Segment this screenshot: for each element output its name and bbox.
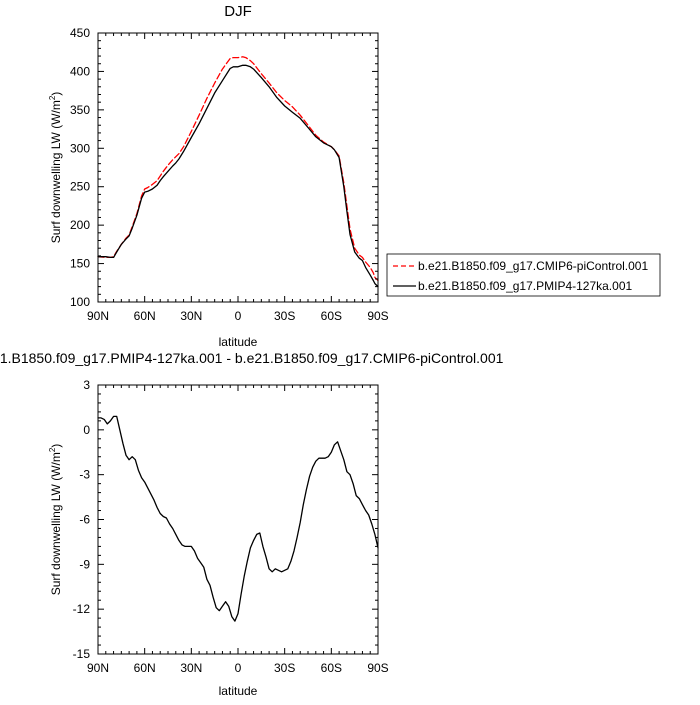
legend-box xyxy=(386,253,661,297)
bottom-x-tick-label: 90S xyxy=(367,661,388,675)
top-y-tick-label: 100 xyxy=(70,295,90,309)
top-title: DJF xyxy=(224,3,252,20)
top-panel: DJF 90N 60N 30N 0 30S 60S 90S 100 150 200 250 300 35… xyxy=(48,3,661,349)
bottom-x-tick-label: 90N xyxy=(87,661,109,675)
bottom-x-tick-label: 30S xyxy=(274,661,295,675)
top-series-line-1 xyxy=(97,64,379,288)
top-y-tick-label: 300 xyxy=(70,141,90,155)
bottom-title: b.e21.B1850.f09_g17.PMIP4-127ka.001 - b.… xyxy=(0,350,504,366)
top-series-line-0 xyxy=(97,56,379,282)
top-y-tick-label: 400 xyxy=(70,64,90,78)
bottom-x-tick-label: 30N xyxy=(180,661,202,675)
bottom-y-tick-label: -15 xyxy=(73,647,91,661)
top-x-tick-label: 90S xyxy=(367,309,388,323)
top-y-axis-label: Surf downwelling LW (W/m2) xyxy=(48,92,63,244)
top-x-tick-label: 30S xyxy=(274,309,295,323)
top-x-tick-label: 60N xyxy=(134,309,156,323)
top-x-tick-label: 0 xyxy=(235,309,242,323)
top-ticks: 90N 60N 30N 0 30S 60S 90S 100 150 200 250 300 350 400… xyxy=(70,26,389,323)
top-y-axis-label-main: Surf downwelling LW (W/m xyxy=(49,100,63,243)
bottom-series-line-0 xyxy=(97,415,379,622)
bottom-x-axis-label: latitude xyxy=(219,684,258,698)
legend: b.e21.B1850.f09_g17.CMIP6-piControl.001 … xyxy=(386,253,661,297)
bottom-y-tick-label: -9 xyxy=(79,557,90,571)
top-y-tick-label: 250 xyxy=(70,180,90,194)
top-y-tick-label: 350 xyxy=(70,103,90,117)
top-y-axis-label-tail: ) xyxy=(49,92,63,96)
legend-label-picontrol: b.e21.B1850.f09_g17.CMIP6-piControl.001 xyxy=(418,259,648,273)
top-x-axis-label: latitude xyxy=(219,335,258,349)
bottom-ticks: 90N 60N 30N 0 30S 60S 90S 3 0 -3 -6 -9 -12 -15 xyxy=(73,378,389,675)
bottom-y-tick-label: 3 xyxy=(83,378,90,392)
bottom-y-tick-label: 0 xyxy=(83,423,90,437)
top-series-layer xyxy=(97,56,379,288)
top-y-tick-label: 150 xyxy=(70,257,90,271)
legend-entry-127ka: b.e21.B1850.f09_g17.PMIP4-127ka.001 xyxy=(393,279,632,293)
bottom-panel: b.e21.B1850.f09_g17.PMIP4-127ka.001 - b.… xyxy=(0,350,504,698)
top-x-tick-label: 90N xyxy=(87,309,109,323)
top-x-tick-label: 30N xyxy=(180,309,202,323)
bottom-x-tick-label: 0 xyxy=(235,661,242,675)
bottom-y-tick-label: -3 xyxy=(79,468,90,482)
bottom-y-axis-label-main: Surf downwelling LW (W/m xyxy=(49,452,63,595)
top-y-axis-label-superscript: 2 xyxy=(48,95,57,100)
bottom-y-axis-label-superscript: 2 xyxy=(48,447,57,452)
top-plot-frame xyxy=(97,32,379,303)
bottom-y-axis-label-tail: ) xyxy=(49,444,63,448)
bottom-x-tick-label: 60N xyxy=(134,661,156,675)
bottom-y-tick-label: -12 xyxy=(73,602,91,616)
bottom-series-layer xyxy=(97,415,379,622)
legend-label-127ka: b.e21.B1850.f09_g17.PMIP4-127ka.001 xyxy=(418,279,632,293)
top-y-tick-label: 200 xyxy=(70,218,90,232)
top-y-tick-label: 450 xyxy=(70,26,90,40)
bottom-y-tick-label: -6 xyxy=(79,513,90,527)
top-x-tick-label: 60S xyxy=(321,309,342,323)
bottom-y-axis-label: Surf downwelling LW (W/m2) xyxy=(48,444,63,596)
bottom-x-tick-label: 60S xyxy=(321,661,342,675)
legend-entry-picontrol: b.e21.B1850.f09_g17.CMIP6-piControl.001 xyxy=(393,259,648,273)
